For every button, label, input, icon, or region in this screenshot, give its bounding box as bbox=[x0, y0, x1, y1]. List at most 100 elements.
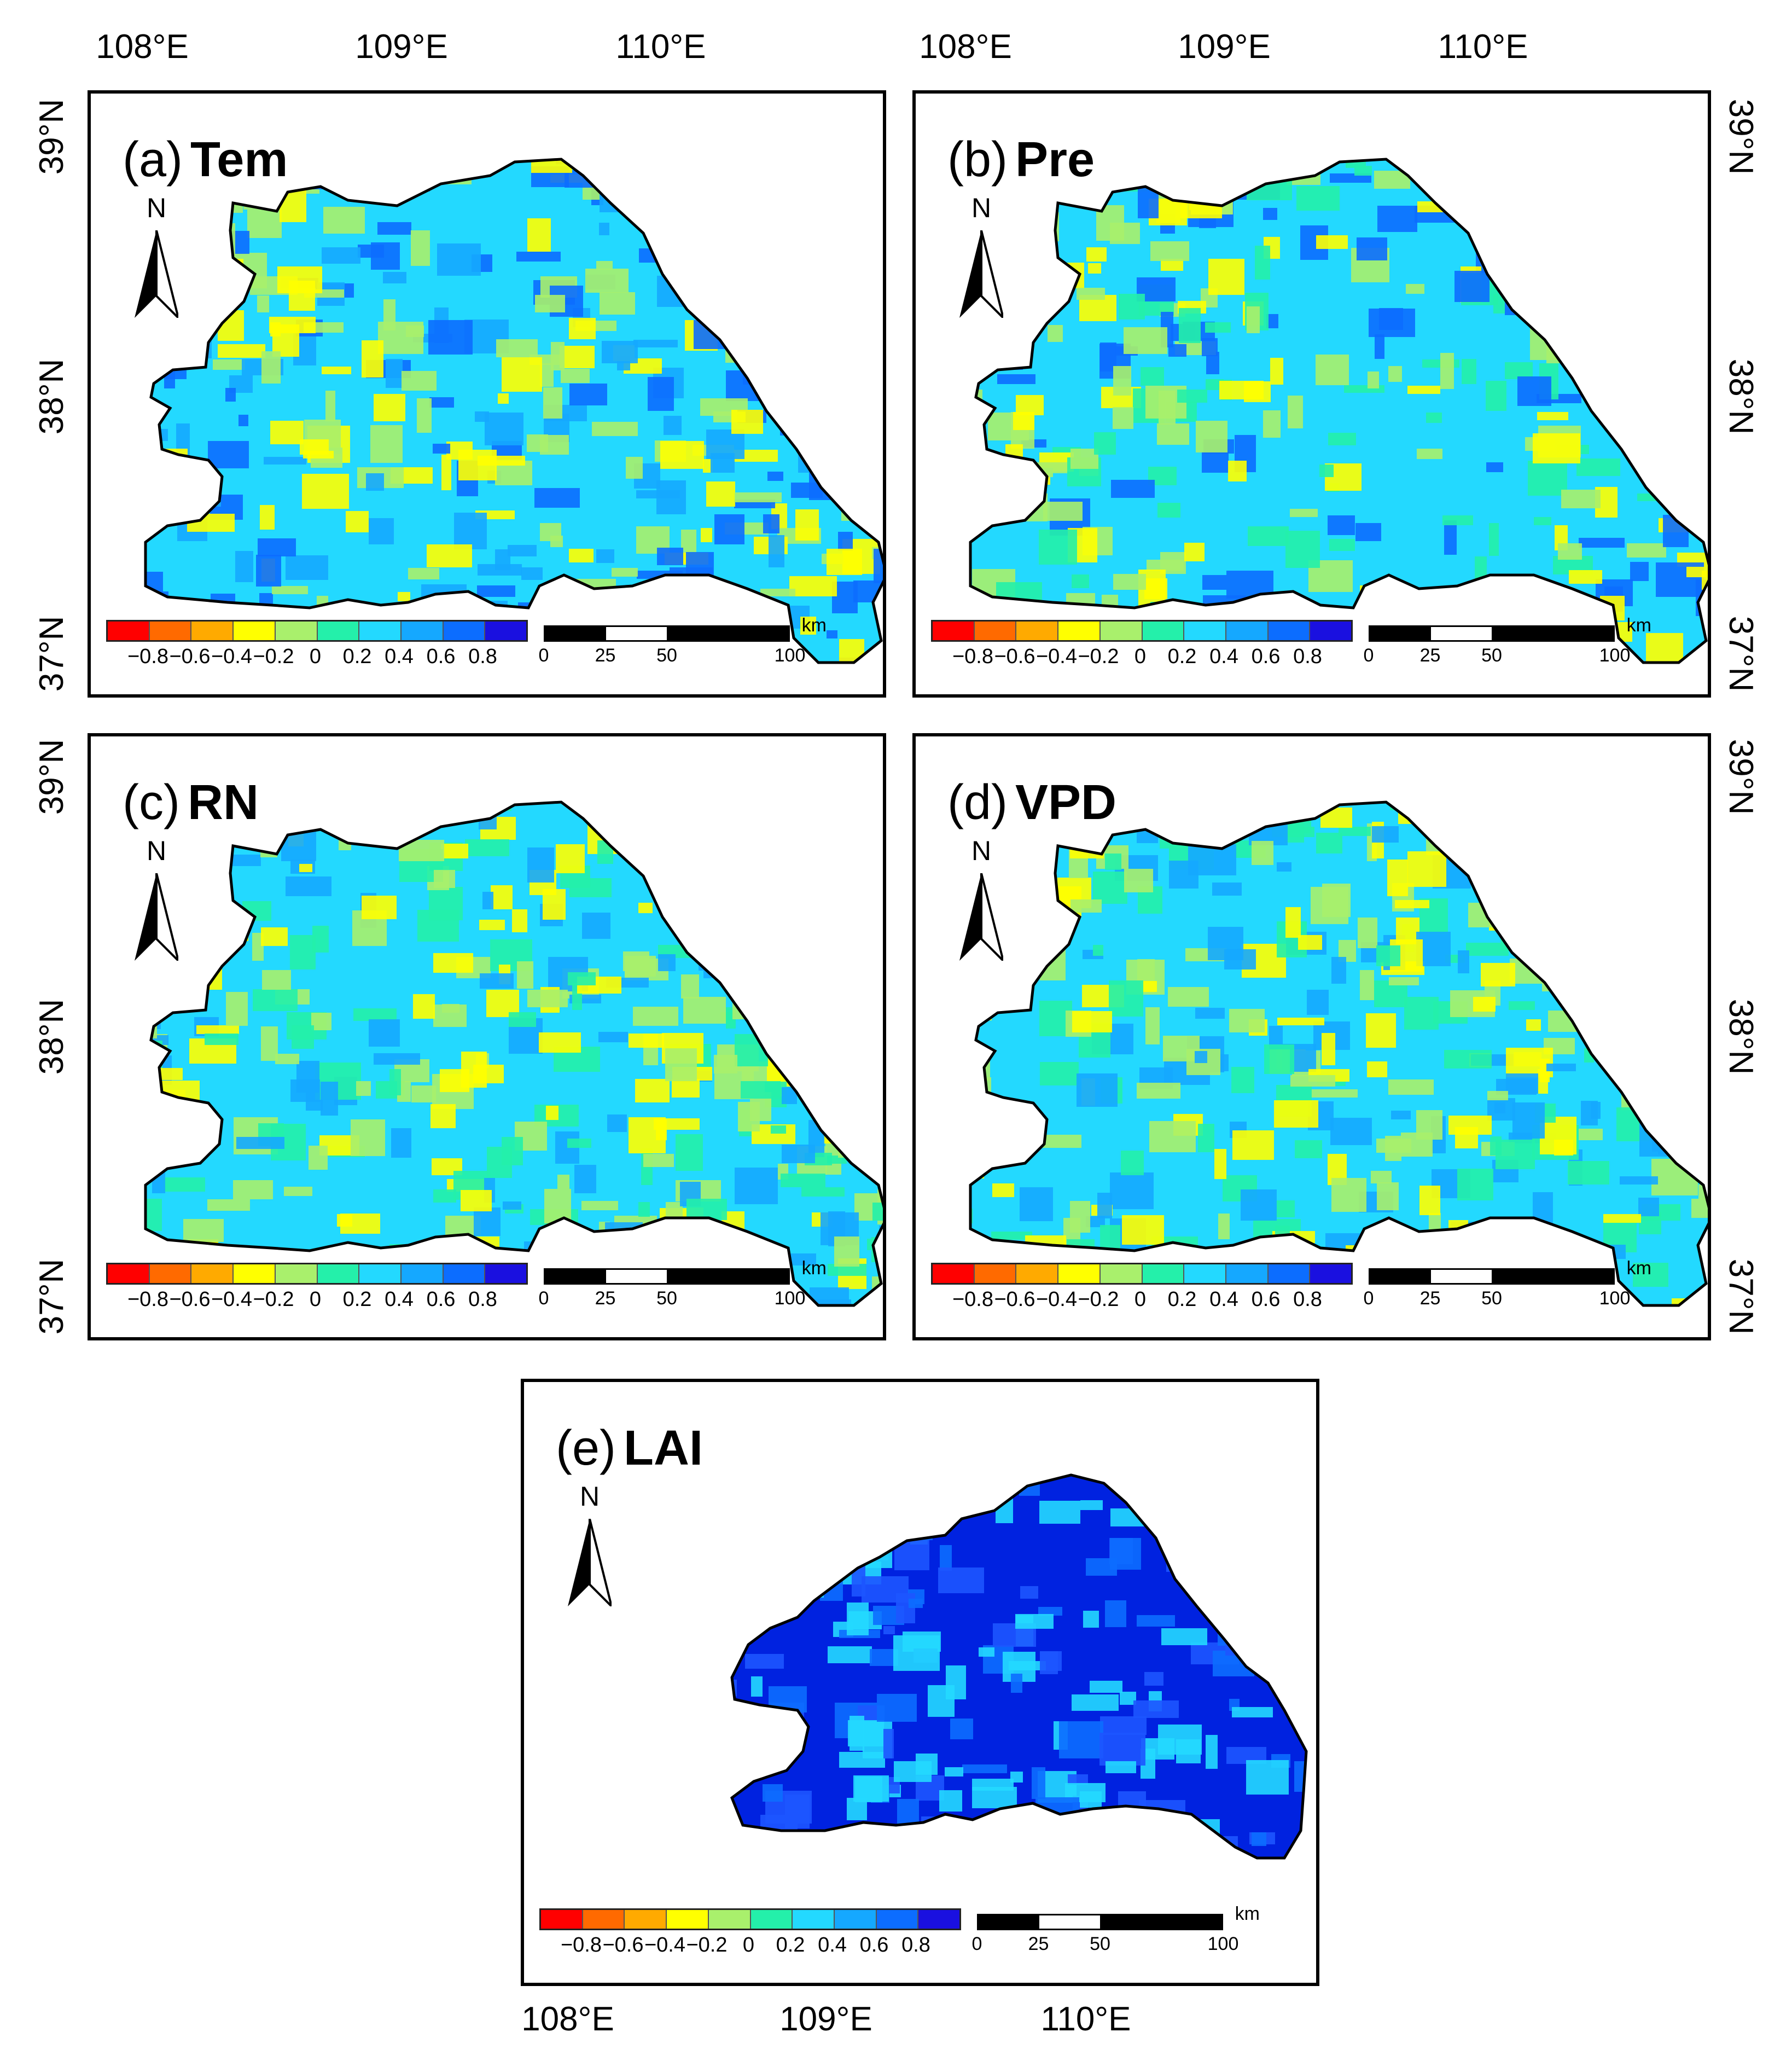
legend-swatch bbox=[485, 1264, 527, 1283]
legend-swatch bbox=[149, 1264, 192, 1283]
north-letter: N bbox=[971, 835, 992, 866]
lat-label-d-37: 37°N bbox=[1722, 1258, 1760, 1335]
panel-variable: Pre bbox=[1015, 132, 1095, 187]
color-legend: −0.8 −0.6 −0.4 −0.2 0 0.2 0.4 0.6 0.8 bbox=[931, 1263, 1358, 1311]
legend-swatch bbox=[1016, 622, 1059, 640]
region-boundary bbox=[144, 800, 883, 1307]
choropleth-map bbox=[144, 800, 883, 1307]
legend-tick-label: 0.4 bbox=[1209, 1288, 1238, 1311]
legend-swatch bbox=[1100, 1264, 1143, 1283]
lat-label-c-39: 39°N bbox=[33, 739, 71, 815]
map-panel: (c) RN N −0.8 −0.6 −0.4 −0.2 0 0.2 0.4 0.6 0.8 km 0 25… bbox=[88, 733, 886, 1340]
legend-tick-label: 0.8 bbox=[901, 1934, 930, 1957]
legend-tick-label: −0.4 bbox=[211, 645, 253, 668]
legend-tick-label: 0.2 bbox=[776, 1934, 805, 1957]
lon-label-top-right-109: 109°E bbox=[1178, 28, 1271, 66]
legend-swatch bbox=[359, 1264, 402, 1283]
legend-tick-label: 0.8 bbox=[1293, 1288, 1322, 1311]
panel-label: (a) bbox=[123, 132, 183, 187]
scale-unit: km bbox=[1626, 1258, 1651, 1279]
north-arrow-icon: N bbox=[129, 192, 184, 318]
panel-variable: Tem bbox=[190, 132, 288, 187]
legend-swatch bbox=[191, 622, 234, 640]
choropleth-map bbox=[969, 158, 1708, 664]
legend-tick-label: 0.2 bbox=[1167, 1288, 1197, 1311]
legend-swatch bbox=[401, 622, 444, 640]
legend-swatch bbox=[1142, 1264, 1185, 1283]
legend-tick-label: −0.4 bbox=[1035, 645, 1078, 668]
lon-label-bottom-109: 109°E bbox=[779, 2000, 872, 2038]
scale-tick-label: 100 bbox=[1599, 1288, 1631, 1309]
map-panel: (e) LAI N −0.8 −0.6 −0.4 −0.2 0 0.2 0.4 0.6 0.8 km 0 2… bbox=[521, 1379, 1319, 1986]
scale-tick-label: 100 bbox=[774, 645, 806, 666]
legend-swatch bbox=[625, 1910, 667, 1929]
panel-title: (a) Tem bbox=[123, 132, 288, 188]
legend-swatch bbox=[1184, 622, 1226, 640]
legend-tick-label: 0.8 bbox=[468, 645, 497, 668]
legend-tick-label: −0.2 bbox=[253, 645, 294, 668]
legend-swatch bbox=[443, 622, 486, 640]
color-legend: −0.8 −0.6 −0.4 −0.2 0 0.2 0.4 0.6 0.8 bbox=[539, 1908, 966, 1957]
north-arrow-icon: N bbox=[954, 835, 1009, 961]
north-arrow-icon: N bbox=[129, 835, 184, 961]
lon-label-top-left-109: 109°E bbox=[355, 28, 448, 66]
legend-tick-label: 0 bbox=[309, 645, 322, 668]
legend-swatch bbox=[1058, 622, 1101, 640]
region-boundary bbox=[144, 158, 883, 664]
legend-tick-label: −0.4 bbox=[644, 1934, 686, 1957]
scale-unit: km bbox=[1235, 1903, 1260, 1924]
scale-unit: km bbox=[1626, 615, 1651, 636]
legend-tick-label: 0 bbox=[309, 1288, 322, 1311]
color-legend: −0.8 −0.6 −0.4 −0.2 0 0.2 0.4 0.6 0.8 bbox=[931, 620, 1358, 668]
legend-swatch bbox=[1226, 1264, 1269, 1283]
legend-tick-label: 0.6 bbox=[1251, 645, 1281, 668]
legend-tick-label: −0.4 bbox=[211, 1288, 253, 1311]
lat-label-a-37: 37°N bbox=[33, 616, 71, 692]
legend-tick-label: −0.2 bbox=[686, 1934, 728, 1957]
scale-tick-label: 0 bbox=[1363, 645, 1374, 666]
legend-tick-label: −0.4 bbox=[1035, 1288, 1078, 1311]
panel-label: (e) bbox=[556, 1421, 616, 1476]
legend-tick-label: −0.2 bbox=[1078, 645, 1119, 668]
legend-swatch bbox=[108, 1264, 150, 1283]
legend-swatch bbox=[708, 1910, 751, 1929]
scale-tick-label: 50 bbox=[656, 1288, 677, 1309]
scale-bar: km 0 25 50 100 bbox=[1364, 615, 1651, 668]
region-boundary bbox=[969, 800, 1708, 1307]
lon-label-bottom-110: 110°E bbox=[1040, 2000, 1131, 2038]
legend-swatch bbox=[359, 622, 402, 640]
scale-tick-label: 100 bbox=[774, 1288, 806, 1309]
legend-tick-label: 0.4 bbox=[385, 645, 414, 668]
legend-tick-label: 0.2 bbox=[342, 1288, 372, 1311]
legend-tick-label: 0.4 bbox=[1209, 645, 1238, 668]
legend-tick-label: 0.2 bbox=[342, 645, 372, 668]
legend-tick-label: 0.2 bbox=[1167, 645, 1197, 668]
scale-unit: km bbox=[801, 615, 827, 636]
region-boundary bbox=[730, 1473, 1308, 1860]
scale-bar: km 0 25 50 100 bbox=[1364, 1258, 1651, 1311]
legend-tick-label: −0.6 bbox=[994, 1288, 1035, 1311]
legend-swatch bbox=[1100, 622, 1143, 640]
legend-tick-label: 0 bbox=[742, 1934, 755, 1957]
scale-tick-label: 0 bbox=[971, 1934, 982, 1954]
legend-swatch bbox=[974, 622, 1017, 640]
north-letter: N bbox=[971, 193, 992, 223]
legend-swatch bbox=[1310, 1264, 1352, 1283]
legend-tick-label: −0.8 bbox=[127, 645, 169, 668]
legend-tick-label: 0.4 bbox=[818, 1934, 847, 1957]
legend-swatch bbox=[834, 1910, 877, 1929]
legend-tick-label: 0.6 bbox=[426, 1288, 456, 1311]
legend-swatch bbox=[876, 1910, 919, 1929]
scale-tick-label: 100 bbox=[1599, 645, 1631, 666]
legend-swatch bbox=[933, 622, 975, 640]
panel-variable: RN bbox=[187, 775, 259, 830]
legend-swatch bbox=[149, 622, 192, 640]
legend-swatch bbox=[918, 1910, 960, 1929]
panel-label: (c) bbox=[123, 775, 180, 830]
legend-swatch bbox=[750, 1910, 793, 1929]
north-arrow-icon: N bbox=[954, 192, 1009, 318]
scale-tick-label: 25 bbox=[1419, 645, 1441, 666]
scale-bar: km 0 25 50 100 bbox=[972, 1903, 1260, 1957]
scale-tick-label: 25 bbox=[1419, 1288, 1441, 1309]
legend-tick-label: −0.8 bbox=[560, 1934, 602, 1957]
